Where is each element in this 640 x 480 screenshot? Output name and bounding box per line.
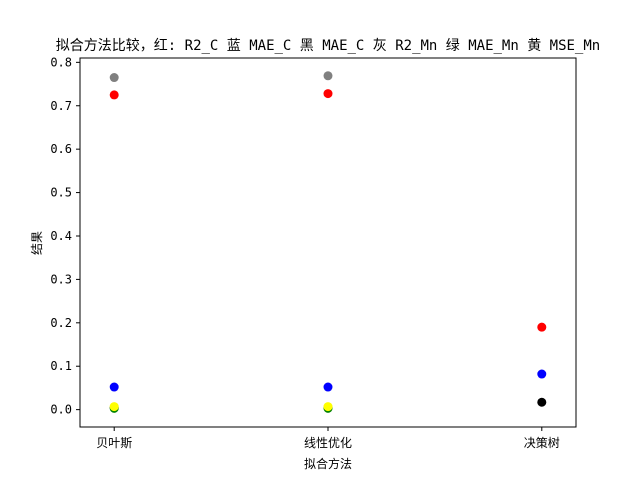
data-point [109, 73, 119, 83]
y-tick-label: 0.3 [50, 272, 72, 286]
y-axis: 0.0 0.1 0.2 0.3 0.4 0.5 0.6 0.7 0.8 [50, 55, 80, 417]
data-point [109, 382, 119, 392]
x-axis-label: 拟合方法 [304, 456, 352, 471]
data-point [109, 90, 119, 100]
data-point [323, 89, 333, 99]
y-axis-label: 结果 [30, 231, 44, 255]
y-tick-label: 0.6 [50, 142, 72, 156]
x-tick-label: 决策树 [524, 435, 560, 450]
data-point [323, 402, 333, 412]
data-point [537, 369, 547, 379]
y-tick-label: 0.0 [50, 403, 72, 417]
data-points [109, 71, 547, 413]
y-tick-label: 0.4 [50, 229, 72, 243]
chart-title: 拟合方法比较，红: R2_C 蓝 MAE_C 黑 MAE_C 灰 R2_Mn 绿… [56, 37, 600, 54]
y-tick-label: 0.2 [50, 316, 72, 330]
y-tick-label: 0.8 [50, 55, 72, 69]
data-point [109, 402, 119, 412]
data-point [323, 71, 333, 81]
x-tick-label: 贝叶斯 [96, 436, 132, 450]
y-tick-label: 0.5 [50, 186, 72, 200]
plot-area [79, 57, 577, 428]
data-point [537, 322, 547, 332]
y-tick-label: 0.1 [50, 359, 72, 373]
data-point [537, 397, 547, 407]
y-tick-label: 0.7 [50, 99, 72, 113]
x-axis: 贝叶斯 线性优化 决策树 [96, 427, 560, 450]
x-tick-label: 线性优化 [304, 436, 352, 450]
data-point [323, 382, 333, 392]
